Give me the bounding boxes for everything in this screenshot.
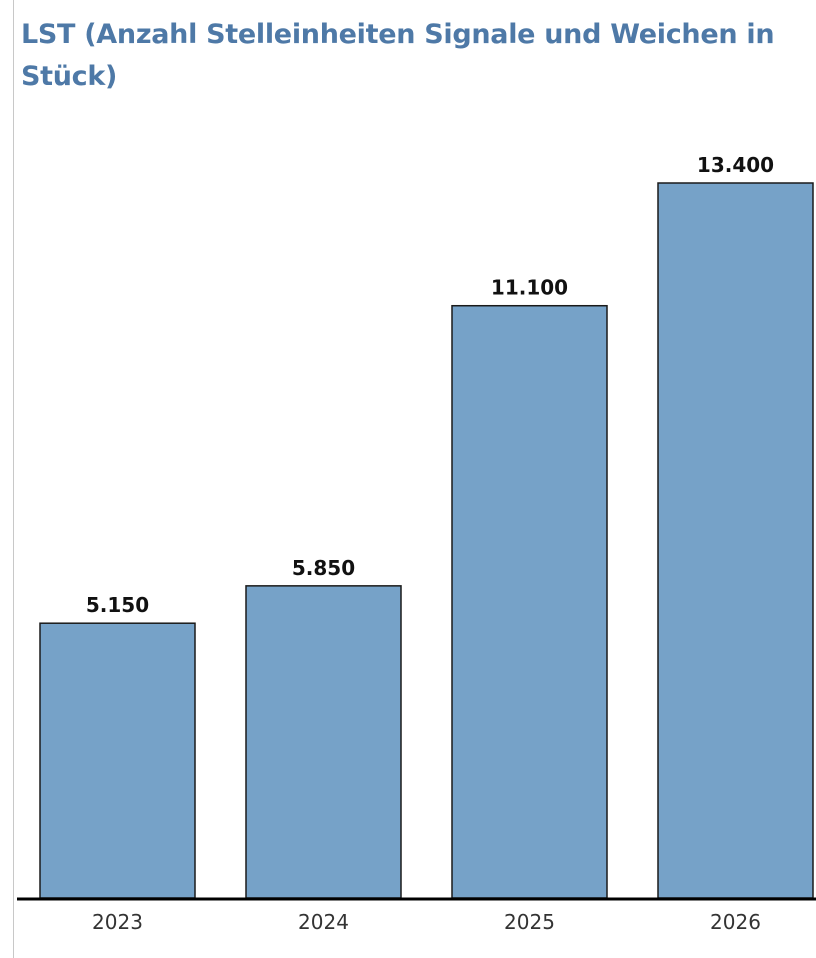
- x-tick-label-2025: 2025: [504, 910, 555, 934]
- x-tick-label-2024: 2024: [298, 910, 349, 934]
- value-labels-group: 5.150 5.850 11.100 13.400: [86, 153, 774, 617]
- bars-group: [39, 182, 814, 899]
- x-tick-labels-group: 2023 2024 2025 2026: [92, 910, 761, 934]
- x-tick-label-2023: 2023: [92, 910, 143, 934]
- bar-2023: [39, 622, 196, 899]
- value-label-2026: 13.400: [697, 153, 774, 177]
- bar-2024: [245, 585, 402, 899]
- value-label-2023: 5.150: [86, 593, 149, 617]
- bar-2025: [451, 304, 608, 899]
- chart-title: LST (Anzahl Stelleinheiten Signale und W…: [21, 19, 775, 92]
- chart-frame: [13, 0, 816, 958]
- x-tick-label-2026: 2026: [710, 910, 761, 934]
- bar-2026: [657, 182, 814, 899]
- value-label-2025: 11.100: [491, 276, 568, 300]
- value-label-2024: 5.850: [292, 556, 355, 580]
